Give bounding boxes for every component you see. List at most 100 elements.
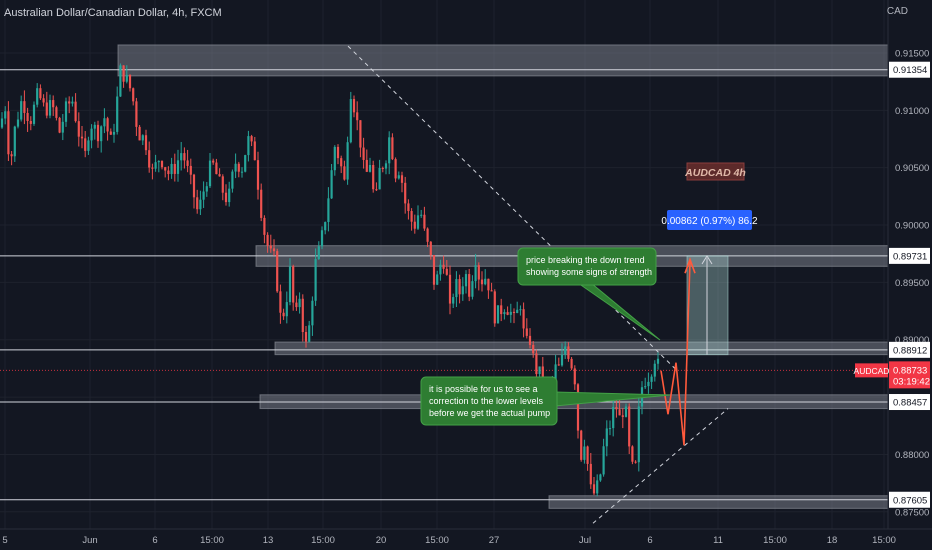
candle-body [138,126,141,141]
candle-body [624,406,628,417]
candle-body [650,376,653,382]
candle-body [170,163,173,175]
candle-body [109,131,112,135]
candle-body [208,160,212,187]
measure-badge [667,210,752,230]
level-price-label: 0.88457 [893,398,927,409]
candle-body [263,217,266,235]
time-tick-label: Jun [82,535,97,546]
candle-body [13,126,16,157]
candle-body [32,104,36,124]
candle-body [532,344,535,354]
time-tick-label: 27 [489,535,500,546]
candle-body [359,120,362,148]
candle-body [298,298,301,308]
candle-body [413,221,416,229]
candle-body [276,251,279,292]
candle-body [583,446,586,460]
price-axis: 0.91500 0.91000 0.90500 0.90000 0.89500 0.890… [854,0,932,550]
candle-body [148,150,151,168]
candle-body [228,188,231,203]
candle-body [7,111,10,155]
candle-body [42,98,45,103]
level-zones [117,44,889,509]
candle-body [132,88,135,102]
candle-body [480,279,484,285]
candle-body [471,281,474,297]
candle-body [100,126,103,142]
candle-body [16,119,20,127]
time-tick-label: 20 [376,535,387,546]
candle-body [180,153,183,161]
candle-body [564,346,567,355]
time-tick-label: 15:00 [200,535,224,546]
candle-body [340,158,343,167]
candle-body [423,214,426,229]
candle-body [301,298,304,333]
price-tick-label: 0.91500 [895,48,929,59]
candle-body [388,137,391,164]
candle-body [394,159,397,179]
candle-body [647,381,650,387]
candle-body [20,101,23,120]
candle-body [0,118,4,128]
candle-body [314,259,317,301]
candle-body [400,175,404,183]
candle-body [493,291,496,324]
candle-body [103,118,106,127]
candle-body [128,74,132,89]
level-price-badge [889,491,930,508]
candle-body [199,199,202,210]
candle-body [605,428,608,447]
price-tick-label: 0.90000 [895,221,929,232]
candle-body [554,364,557,380]
candle-body [292,266,295,303]
candle-body [23,101,26,113]
candle-body [202,191,205,200]
symbol-badge [686,162,745,181]
price-tick-label: 0.89000 [895,335,929,346]
breakout-note-box [517,247,657,286]
candle-body [512,311,516,314]
candle-body [375,189,378,191]
candle-body [381,167,384,169]
correction-note-box [420,376,558,426]
candle-body [336,146,340,159]
candle-body [29,121,32,124]
candle-body [247,136,250,156]
candle-body [48,100,52,116]
candle-body [266,234,269,246]
candle-body [272,248,276,252]
time-tick-label: 6 [152,535,157,546]
candle-body [253,141,256,161]
candle-body [442,264,445,269]
candle-body [570,358,573,369]
candle-body [234,163,237,172]
uptrend-line [592,408,729,524]
candle-body [240,171,244,173]
candle-body [288,266,292,303]
candle-body [458,279,461,295]
candle-body [586,446,589,464]
candle-body [644,386,647,388]
level-price-label: 0.88912 [893,345,927,356]
price-tick-label: 0.90500 [895,163,929,174]
correction-note-text: correction to the lower levels [429,396,544,406]
candle-body [55,107,58,118]
support-resistance-zone [548,495,889,509]
support-resistance-zone [274,341,889,356]
candle-body [599,474,602,481]
candle-body [378,167,381,190]
candle-body [96,124,100,142]
candle-body [144,135,148,151]
candle-body [628,406,631,447]
candle-body [346,142,349,180]
candle-body [362,147,365,160]
candle-body [410,211,413,222]
projection-arrow-head [684,257,696,274]
candle-body [308,325,311,342]
candle-body [116,96,119,132]
breakout-note-pointer [576,282,661,341]
trend-drawings: AUDCAD 4h [347,45,746,524]
